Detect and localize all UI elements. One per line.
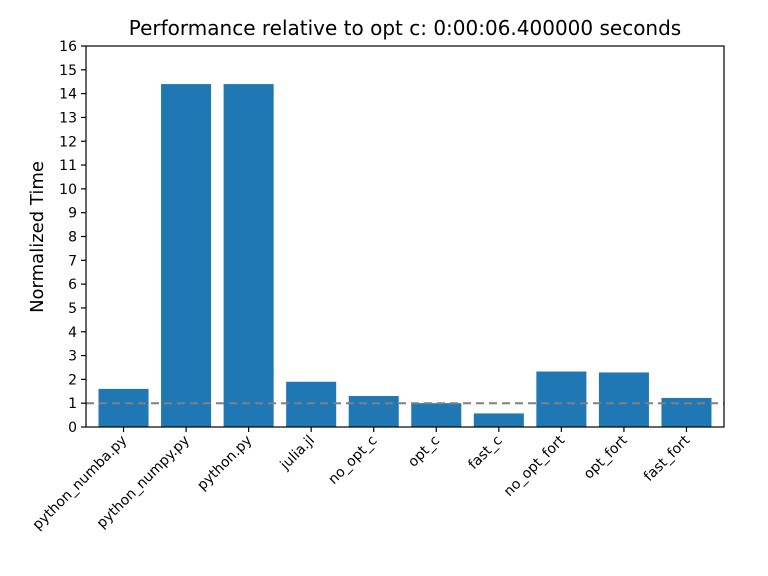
bar-fast-c	[473, 413, 524, 427]
y-tick-label: 8	[68, 230, 77, 246]
y-tick-label: 5	[68, 301, 77, 317]
y-tick-label: 3	[68, 349, 77, 365]
bars-group	[98, 84, 712, 427]
y-tick-label: 9	[68, 206, 77, 222]
bar-no-opt-c	[348, 396, 399, 427]
bar-opt-fort	[598, 372, 649, 427]
bar-julia-jl	[286, 381, 337, 427]
y-tick-label: 4	[68, 325, 77, 341]
y-tick-label: 15	[59, 63, 77, 79]
y-tick-label: 12	[59, 134, 77, 150]
y-axis-label: Normalized Time	[27, 161, 48, 313]
x-tick-label: julia.jl	[277, 433, 318, 474]
y-tick-label: 0	[68, 420, 77, 436]
x-tick-label: no_opt_c	[325, 433, 380, 488]
y-tick-label: 1	[68, 396, 77, 412]
y-tick-label: 13	[59, 110, 77, 126]
chart-title: Performance relative to opt c: 0:00:06.4…	[129, 16, 681, 40]
y-tick-label: 10	[59, 182, 77, 198]
x-tick-label: fast_c	[465, 433, 505, 473]
bar-python-numba-py	[98, 388, 149, 427]
y-tick-label: 16	[59, 39, 77, 55]
y-tick-label: 7	[68, 253, 77, 269]
plot-frame	[85, 45, 725, 428]
x-tick-label: opt_c	[405, 433, 443, 471]
x-tick-label: fast_fort	[641, 432, 694, 485]
y-tick-label: 2	[68, 372, 77, 388]
y-tick-label: 6	[68, 277, 77, 293]
x-tick-label: no_opt_fort	[501, 432, 569, 500]
bar-opt-c	[411, 403, 462, 427]
y-tick-label: 14	[59, 87, 77, 103]
y-tick-label: 11	[59, 158, 77, 174]
bar-no-opt-fort	[536, 371, 587, 427]
bar-python-py	[223, 84, 274, 427]
bar-python-numpy-py	[161, 84, 212, 427]
x-tick-label: python.py	[194, 433, 255, 494]
x-tick-label: opt_fort	[581, 432, 631, 482]
